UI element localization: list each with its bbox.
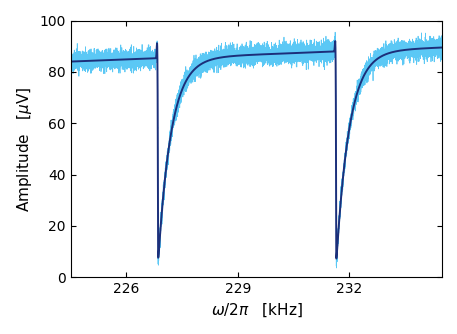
Y-axis label: Amplitude   [$\mu$V]: Amplitude [$\mu$V] [15, 86, 34, 211]
X-axis label: $\omega/2\pi$   [kHz]: $\omega/2\pi$ [kHz] [211, 302, 302, 319]
